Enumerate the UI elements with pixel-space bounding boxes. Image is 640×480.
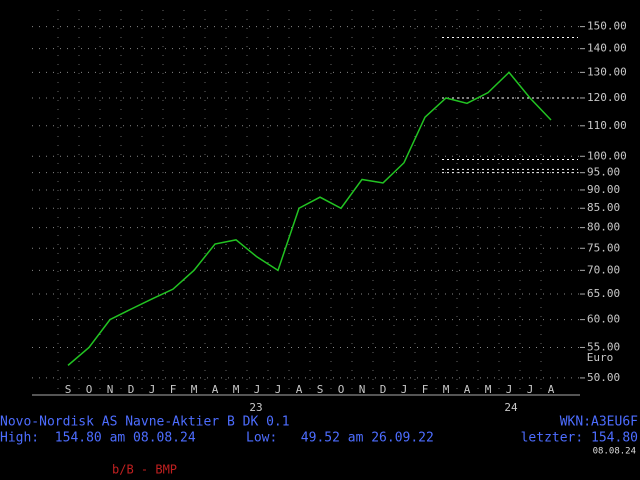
price-line bbox=[67, 71, 552, 366]
year-label: 23 bbox=[249, 401, 262, 414]
y-tick-label: 100.00 bbox=[587, 149, 627, 162]
last: letzter: 154.80 bbox=[521, 431, 638, 446]
x-tick-label: M bbox=[443, 383, 450, 396]
x-tick-label: M bbox=[485, 383, 492, 396]
x-tick-label: F bbox=[422, 383, 429, 396]
footer: b/B - BMP bbox=[112, 463, 177, 477]
y-tick-label: 110.00 bbox=[587, 119, 627, 132]
x-tick-label: D bbox=[128, 383, 135, 396]
wkn: WKN:A3EU6F bbox=[560, 415, 638, 430]
y-tick-label: 55.00 bbox=[587, 340, 620, 353]
x-tick-label: A bbox=[548, 383, 555, 396]
x-tick-label: D bbox=[380, 383, 387, 396]
x-tick-label: J bbox=[401, 383, 408, 396]
unit: Euro bbox=[587, 351, 614, 364]
x-tick-label: A bbox=[464, 383, 471, 396]
high: High: 154.80 am 08.08.24 bbox=[0, 431, 196, 446]
x-tick-label: O bbox=[86, 383, 93, 396]
x-tick-label: F bbox=[170, 383, 177, 396]
last-date: 08.08.24 bbox=[593, 447, 636, 457]
year-label: 24 bbox=[504, 401, 518, 414]
low: Low: 49.52 am 26.09.22 bbox=[246, 431, 434, 446]
y-tick-label: 140.00 bbox=[587, 42, 627, 55]
x-tick-label: J bbox=[149, 383, 156, 396]
y-tick-label: 50.00 bbox=[587, 371, 620, 384]
y-tick-label: 65.00 bbox=[587, 287, 620, 300]
x-tick-label: S bbox=[65, 383, 72, 396]
y-tick-label: 90.00 bbox=[587, 183, 620, 196]
y-tick-label: 130.00 bbox=[587, 65, 627, 78]
x-tick-label: N bbox=[107, 383, 114, 396]
stock-name: Novo-Nordisk AS Navne-Aktier B DK 0.1 bbox=[0, 415, 290, 430]
y-tick-label: 75.00 bbox=[587, 241, 620, 254]
y-tick-label: 95.00 bbox=[587, 166, 620, 179]
x-tick-label: J bbox=[275, 383, 282, 396]
x-tick-label: O bbox=[338, 383, 345, 396]
y-tick-label: 150.00 bbox=[587, 20, 627, 33]
y-tick-label: 80.00 bbox=[587, 221, 620, 234]
x-tick-label: J bbox=[506, 383, 513, 396]
x-tick-label: J bbox=[527, 383, 534, 396]
x-tick-label: S bbox=[317, 383, 324, 396]
x-tick-label: N bbox=[359, 383, 366, 396]
y-tick-label: 60.00 bbox=[587, 313, 620, 326]
y-tick-label: 70.00 bbox=[587, 263, 620, 276]
y-tick-label: 85.00 bbox=[587, 201, 620, 214]
x-tick-label: J bbox=[254, 383, 261, 396]
y-tick-label: 120.00 bbox=[587, 91, 627, 104]
x-tick-label: M bbox=[233, 383, 240, 396]
x-tick-label: M bbox=[191, 383, 198, 396]
x-tick-label: A bbox=[212, 383, 219, 396]
x-tick-label: A bbox=[296, 383, 303, 396]
